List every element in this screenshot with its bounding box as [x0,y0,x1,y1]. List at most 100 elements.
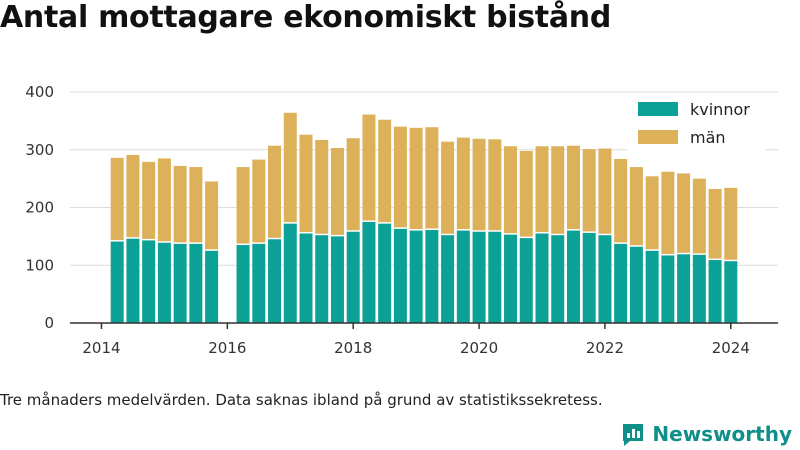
bar-man [614,158,628,243]
x-axis: 2014 2016 2018 2020 2022 2024 [70,322,778,357]
bar-man [268,145,282,238]
x-tick-label-2014: 2014 [82,339,120,357]
bar-kvinnor [425,230,439,323]
legend: kvinnor män [628,93,766,151]
bar-kvinnor [441,235,455,323]
bar-kvinnor [661,255,675,323]
y-tick-label-200: 200 [25,199,54,217]
bar-kvinnor [535,233,549,323]
newsworthy-logo-icon [623,424,644,446]
bar-man [566,145,580,230]
bar-kvinnor [236,245,250,323]
bar-man [110,157,124,241]
bar-kvinnor [677,254,691,323]
bar-kvinnor [393,228,407,323]
bar-man [189,167,203,243]
bar-kvinnor [110,241,124,323]
bar-kvinnor [551,235,565,323]
bar-kvinnor [173,243,187,323]
bar-man [677,173,691,253]
bar-kvinnor [189,243,203,323]
x-tick-label-2018: 2018 [334,339,372,357]
x-tick-label-2016: 2016 [208,339,246,357]
bar-kvinnor [315,235,329,323]
bar-kvinnor [645,250,659,323]
bar-man [661,171,675,254]
x-tick-label-2024: 2024 [712,339,750,357]
bar-man [330,148,344,235]
bar-kvinnor [614,243,628,323]
x-tick-label-2020: 2020 [460,339,498,357]
bar-kvinnor [330,236,344,323]
brand-logo: Newsworthy [620,421,792,447]
footnote: Tre månaders medelvärden. Data saknas ib… [0,391,603,409]
bar-kvinnor [456,230,470,323]
bar-man [236,167,250,244]
bar-man [519,150,533,237]
bar-man [598,148,612,234]
legend-label-man: män [690,128,726,147]
bar-man [504,146,518,234]
bar-kvinnor [598,235,612,323]
bar-man [315,139,329,234]
bar-man [157,158,171,242]
bar-man [488,139,502,231]
bar-kvinnor [409,230,423,323]
bar-kvinnor [519,238,533,323]
legend-swatch-kvinnor [638,102,678,116]
bar-kvinnor [488,231,502,323]
y-axis-ticks: 0 100 200 300 400 [25,83,54,332]
chart-title: Antal mottagare ekonomiskt bistånd [0,0,612,35]
bar-kvinnor [629,246,643,323]
bar-kvinnor [582,232,596,323]
bar-man [126,154,140,238]
bar-man [692,178,706,254]
bar-man [252,159,266,243]
bar-kvinnor [142,240,156,323]
bars [110,112,738,323]
bar-chart: 0 100 200 300 400 2014 2016 2018 2020 2022 2024 k… [25,83,778,357]
bar-kvinnor [378,223,392,323]
bar-man [472,138,486,231]
bar-man [708,189,722,259]
bar-kvinnor [268,239,282,323]
bar-kvinnor [252,243,266,323]
brand-name: Newsworthy [652,422,792,446]
bar-man [535,146,549,232]
bar-man [173,165,187,243]
y-tick-label-100: 100 [25,256,54,274]
bar-man [378,119,392,223]
bar-man [629,167,643,246]
legend-swatch-man [638,130,678,144]
legend-label-kvinnor: kvinnor [690,100,750,119]
bar-kvinnor [504,234,518,323]
bar-man [205,181,219,250]
bar-kvinnor [283,223,297,323]
bar-man [409,127,423,230]
bar-man [645,176,659,250]
bar-kvinnor [126,238,140,323]
bar-kvinnor [299,233,313,323]
bar-man [425,127,439,229]
bar-man [142,161,156,239]
bar-kvinnor [205,250,219,323]
bar-man [362,114,376,221]
bar-kvinnor [566,230,580,323]
x-tick-label-2022: 2022 [586,339,624,357]
bar-man [441,141,455,234]
bar-kvinnor [724,261,738,323]
bar-kvinnor [346,231,360,323]
y-tick-label-400: 400 [25,83,54,101]
bar-kvinnor [692,254,706,323]
bar-kvinnor [708,260,722,323]
bar-kvinnor [472,231,486,323]
bar-man [346,138,360,231]
bar-man [551,146,565,234]
bar-man [299,134,313,232]
bar-man [456,137,470,230]
bar-man [724,187,738,260]
bar-kvinnor [157,242,171,323]
y-tick-label-0: 0 [44,314,54,332]
bar-kvinnor [362,221,376,323]
y-tick-label-300: 300 [25,141,54,159]
